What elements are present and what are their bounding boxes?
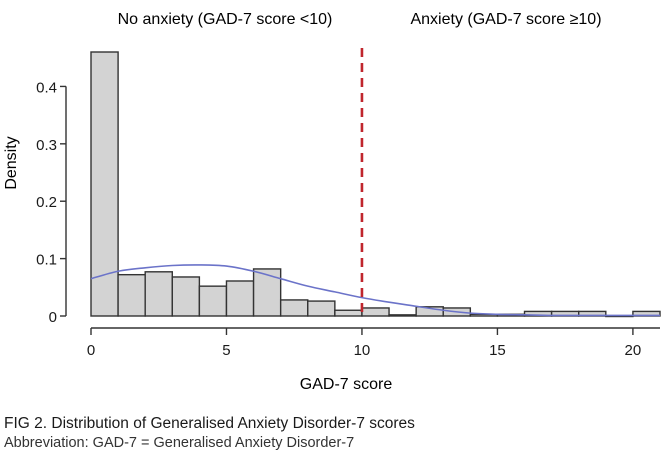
histogram-bar-8 — [307, 300, 336, 317]
x-tick-label-4: 20 — [625, 342, 642, 359]
x-tick-label-0: 0 — [87, 342, 95, 359]
histogram-bar-0 — [90, 51, 119, 317]
y-tick-label-1: 0.1 — [36, 252, 57, 269]
y-tick-label-4: 0.4 — [36, 79, 57, 96]
y-axis: 0 0.1 0.2 0.3 0.4 — [36, 79, 67, 326]
histogram-bar-10 — [361, 307, 390, 317]
x-axis-label: GAD-7 score — [300, 376, 393, 393]
y-tick-label-0: 0 — [49, 309, 57, 326]
caption-abbreviation: Abbreviation: GAD-7 = Generalised Anxiet… — [4, 435, 355, 451]
x-tick-label-3: 15 — [489, 342, 506, 359]
x-tick-label-2: 10 — [354, 342, 371, 359]
histogram-bar-11 — [388, 314, 417, 317]
x-tick-label-1: 5 — [222, 342, 230, 359]
caption-title: FIG 2. Distribution of Generalised Anxie… — [4, 415, 415, 432]
histogram-bar-5 — [225, 280, 255, 317]
y-axis-label: Density — [3, 136, 20, 189]
y-tick-label-2: 0.2 — [36, 194, 57, 211]
histogram-bar-4 — [198, 285, 228, 317]
histogram-bars — [90, 51, 661, 318]
histogram-chart: 0 0.1 0.2 0.3 0.4 0 5 10 15 20 Density GAD-7 sco… — [3, 11, 661, 393]
histogram-bar-6 — [252, 268, 282, 317]
histogram-bar-9 — [334, 309, 363, 317]
region-label-no-anxiety: No anxiety (GAD-7 score <10) — [118, 11, 333, 28]
histogram-bar-7 — [279, 299, 309, 317]
histogram-figure: 0 0.1 0.2 0.3 0.4 0 5 10 15 20 Density GAD-7 sco… — [3, 11, 661, 393]
region-label-anxiety: Anxiety (GAD-7 score ≥10) — [410, 11, 601, 28]
histogram-bar-2 — [144, 271, 173, 317]
figure-caption: FIG 2. Distribution of Generalised Anxie… — [4, 414, 664, 453]
histogram-bar-3 — [171, 276, 201, 317]
histogram-bar-1 — [117, 273, 146, 317]
x-axis: 0 5 10 15 20 — [87, 327, 660, 359]
y-tick-label-3: 0.3 — [36, 137, 57, 154]
density-curve — [90, 264, 660, 317]
